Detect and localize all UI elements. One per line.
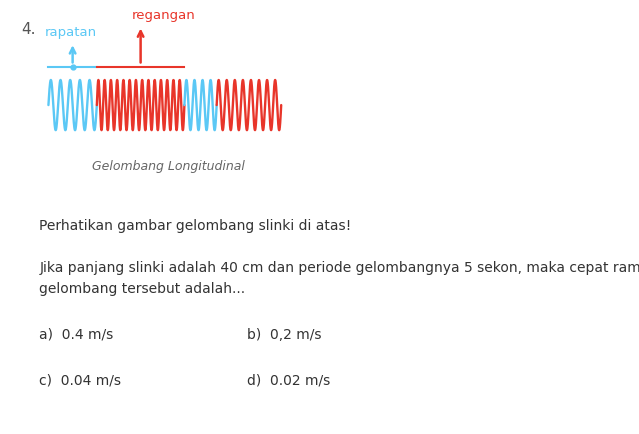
Text: c)  0.04 m/s: c) 0.04 m/s [39, 373, 121, 387]
Text: d)  0.02 m/s: d) 0.02 m/s [247, 373, 330, 387]
Text: Jika panjang slinki adalah 40 cm dan periode gelombangnya 5 sekon, maka cepat ra: Jika panjang slinki adalah 40 cm dan per… [39, 260, 639, 296]
Text: b)  0,2 m/s: b) 0,2 m/s [247, 327, 321, 341]
Text: regangan: regangan [132, 10, 195, 23]
Text: rapatan: rapatan [45, 26, 97, 39]
Text: 4.: 4. [21, 23, 35, 37]
Text: Gelombang Longitudinal: Gelombang Longitudinal [92, 160, 245, 173]
Text: a)  0.4 m/s: a) 0.4 m/s [39, 327, 114, 341]
Text: Perhatikan gambar gelombang slinki di atas!: Perhatikan gambar gelombang slinki di at… [39, 218, 351, 233]
